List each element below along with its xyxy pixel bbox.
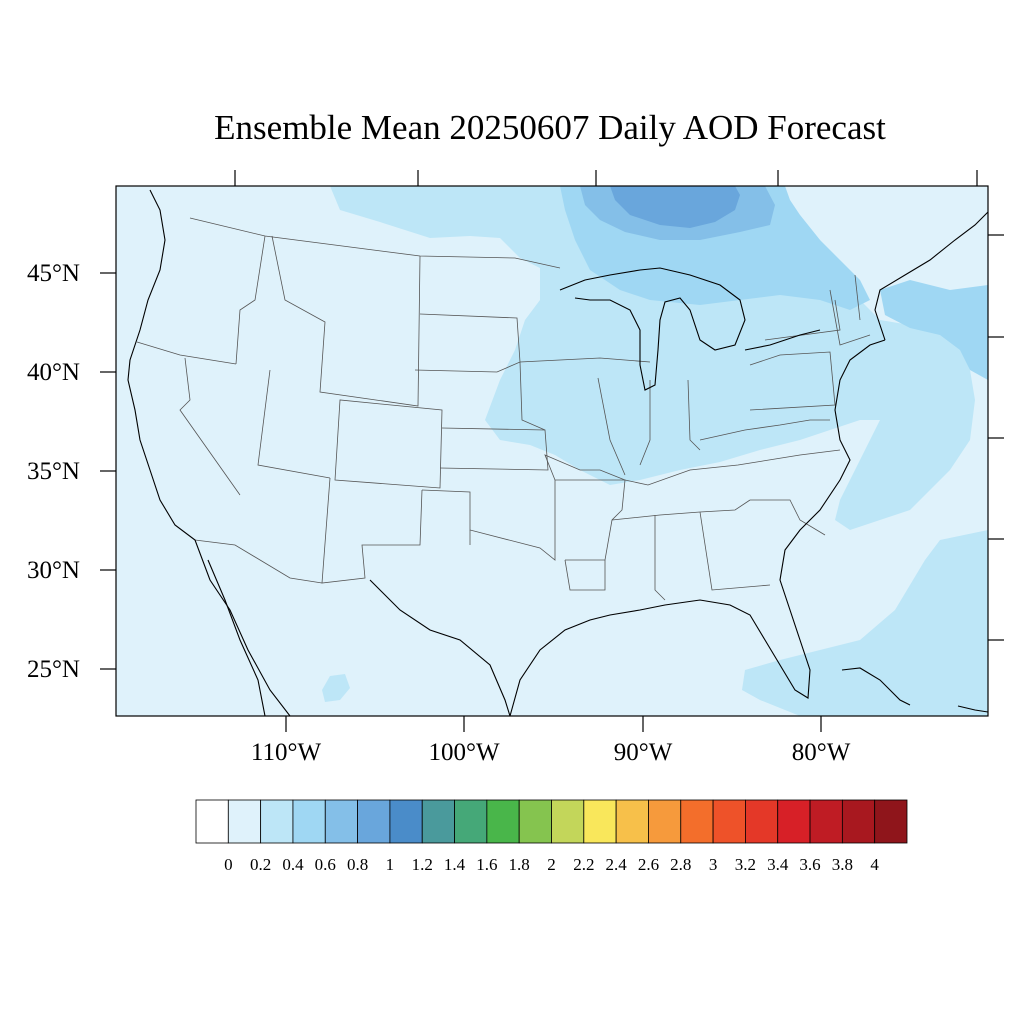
colorbar-box: [421, 799, 455, 844]
colorbar-box: [648, 799, 682, 844]
colorbar-box: [745, 799, 779, 844]
colorbar-label: 0.6: [315, 855, 336, 874]
lat-label: 35°N: [27, 458, 80, 485]
colorbar-label: 1.6: [476, 855, 497, 874]
colorbar-label: 0.2: [250, 855, 271, 874]
lon-label: 100°W: [428, 739, 499, 766]
colorbar-box: [389, 799, 423, 844]
lon-label: 110°W: [251, 739, 322, 766]
lat-label: 40°N: [27, 359, 80, 386]
colorbar-box: [583, 799, 617, 844]
state-boundaries: [136, 217, 871, 601]
aod-field: [116, 186, 988, 716]
colorbar-box: [486, 799, 520, 844]
colorbar-box: [615, 799, 649, 844]
colorbar-label: 3.8: [832, 855, 853, 874]
colorbar-box: [324, 799, 358, 844]
aod-contour-0.2-0.4-south: [742, 530, 988, 716]
colorbar-box: [518, 799, 552, 844]
colorbar-label: 2.8: [670, 855, 691, 874]
colorbar-label: 4: [870, 855, 879, 874]
colorbar-box: [260, 799, 294, 844]
colorbar-label: 0.8: [347, 855, 368, 874]
colorbar-label: 3.4: [767, 855, 789, 874]
colorbar-box: [841, 799, 876, 844]
latitude-labels: 45°N 40°N 35°N 30°N 25°N: [27, 260, 80, 683]
aod-contour-0.2-0.4-gulf: [322, 674, 350, 702]
colorbar-box: [454, 799, 488, 844]
colorbar-label: 2.6: [638, 855, 659, 874]
colorbar-label: 1: [386, 855, 395, 874]
colorbar-box: [680, 799, 714, 844]
colorbar-box: [809, 799, 843, 844]
colorbar-label: 1.2: [412, 855, 433, 874]
lat-label: 30°N: [27, 557, 80, 584]
map-frame: [115, 185, 989, 717]
colorbar-box: [777, 799, 811, 844]
colorbar-label: 3: [709, 855, 718, 874]
aod-contour-0.4-0.6-east: [880, 280, 988, 380]
colorbar-box: [195, 799, 229, 844]
colorbar: 0 0.2 0.4 0.6 0.8 1 1.2 1.4 1.6 1.8 2 2.2 2.4 2.6 2.8 3…: [195, 799, 908, 874]
lat-label: 45°N: [27, 260, 80, 287]
colorbar-box: [292, 799, 326, 844]
colorbar-label: 2.2: [573, 855, 594, 874]
colorbar-label: 1.4: [444, 855, 466, 874]
colorbar-box: [357, 799, 391, 844]
colorbar-label: 1.8: [509, 855, 530, 874]
colorbar-label: 2: [547, 855, 556, 874]
colorbar-label: 3.2: [735, 855, 756, 874]
coastlines: [127, 189, 988, 716]
lat-label: 25°N: [27, 656, 80, 683]
map-ticks: [100, 170, 1004, 732]
longitude-labels: 110°W 100°W 90°W 80°W: [251, 739, 851, 766]
lon-label: 80°W: [792, 739, 851, 766]
colorbar-label: 2.4: [606, 855, 628, 874]
colorbar-box: [551, 799, 585, 844]
lon-label: 90°W: [614, 739, 673, 766]
colorbar-box: [874, 799, 908, 844]
colorbar-box: [712, 799, 746, 844]
aod-contour-0.8-1: [610, 186, 740, 228]
colorbar-label: 3.6: [799, 855, 820, 874]
map-title: Ensemble Mean 20250607 Daily AOD Forecas…: [214, 108, 886, 147]
colorbar-label: 0: [224, 855, 233, 874]
colorbar-box: [227, 799, 262, 844]
colorbar-label: 0.4: [282, 855, 304, 874]
